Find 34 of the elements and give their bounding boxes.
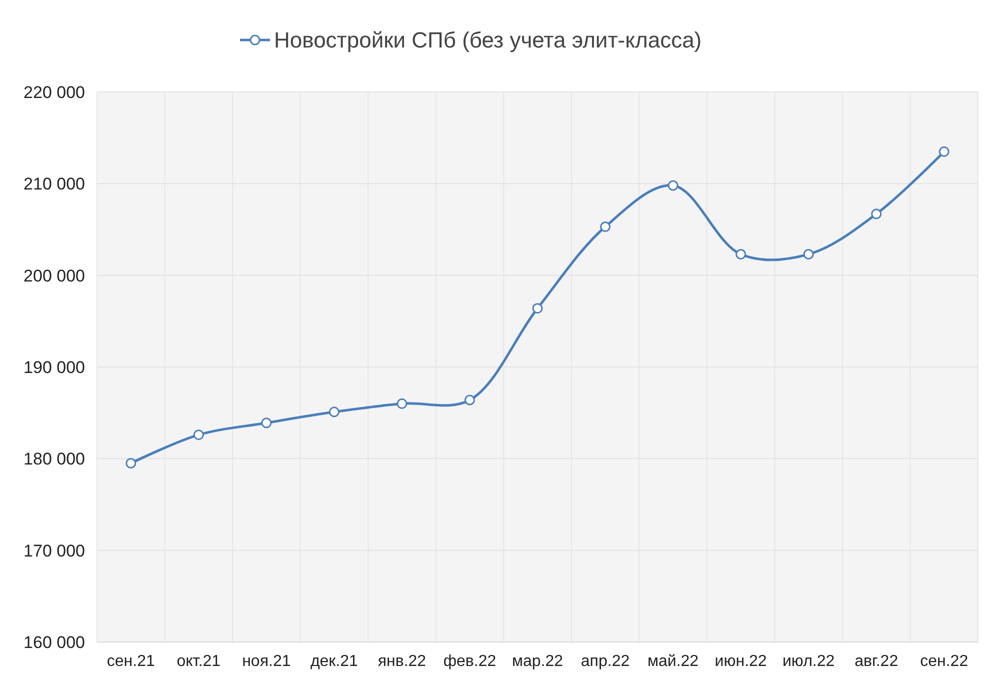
point [261,418,272,428]
x-tick-label: июн.22 [714,653,767,670]
x-tick-label: июл.22 [782,653,835,670]
y-tick-label: 200 000 [24,266,85,286]
y-tick-label: 210 000 [24,174,85,194]
point [938,146,950,157]
y-tick-label: 190 000 [24,358,85,377]
point [328,406,340,418]
point [126,458,136,468]
y-tick-label: 160 000 [24,632,85,652]
x-tick-label: фев.22 [443,653,496,670]
x-tick-label: ноя.21 [242,653,291,670]
x-tick-label: авг.22 [854,653,898,670]
x-tick-label: мар.22 [512,653,564,670]
x-tick-label: окт.21 [176,653,221,670]
y-tick-label: 180 000 [24,450,85,469]
x-tick-label: янв.22 [378,653,426,670]
point [464,394,475,406]
point [396,398,408,409]
point [668,180,678,191]
point [871,208,882,220]
legend-label: Новостройки СПб (без учета элит-класса) [274,28,702,53]
point [803,249,814,260]
x-tick-label: сен.22 [920,653,968,670]
point [193,430,204,440]
x-tick-label: апр.22 [580,653,630,670]
point [600,222,611,232]
x-tick-label: дек.21 [310,653,358,670]
point [532,303,543,314]
x-tick-label: сен.21 [106,653,155,670]
x-tick-label: май.22 [648,653,699,670]
point [736,249,746,260]
y-tick-label: 220 000 [24,82,85,102]
y-tick-label: 170 000 [24,541,85,560]
